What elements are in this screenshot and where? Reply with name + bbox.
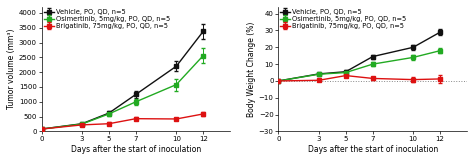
Legend: Vehicle, PO, QD, n=5, Osimertinib, 5mg/kg, PO, QD, n=5, Brigatinib, 75mg/kg, PO,: Vehicle, PO, QD, n=5, Osimertinib, 5mg/k…: [43, 8, 171, 30]
X-axis label: Days after the start of inoculation: Days after the start of inoculation: [308, 145, 438, 154]
Y-axis label: Tumor volume (mm³): Tumor volume (mm³): [7, 29, 16, 109]
X-axis label: Days after the start of inoculation: Days after the start of inoculation: [71, 145, 201, 154]
Legend: Vehicle, PO, QD, n=5, Osimertinib, 5mg/kg, PO, QD, n=5, Brigatinib, 75mg/kg, PO,: Vehicle, PO, QD, n=5, Osimertinib, 5mg/k…: [280, 8, 407, 30]
Y-axis label: Body Weight Change (%): Body Weight Change (%): [247, 21, 256, 117]
